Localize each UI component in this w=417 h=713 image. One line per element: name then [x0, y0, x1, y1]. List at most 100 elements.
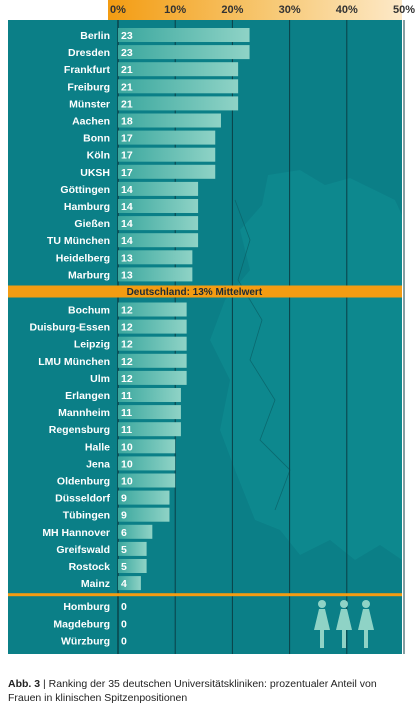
bar [118, 302, 187, 317]
value-label: 0 [121, 601, 127, 613]
category-label: Frankfurt [64, 64, 111, 76]
category-label: Münster [69, 98, 110, 110]
category-label: Göttingen [60, 184, 110, 196]
mean-label: Deutschland: 13% Mittelwert [127, 287, 263, 298]
value-label: 13 [121, 252, 133, 264]
category-label: Erlangen [65, 390, 110, 402]
value-label: 21 [121, 81, 133, 93]
category-label: Greifswald [56, 544, 110, 556]
category-label: Duisburg-Essen [29, 322, 110, 334]
bar [118, 559, 147, 573]
bar [118, 267, 193, 282]
bar [118, 96, 239, 111]
category-label: UKSH [80, 167, 110, 179]
value-label: 0 [121, 635, 127, 647]
value-label: 9 [121, 493, 127, 505]
category-label: LMU München [38, 356, 110, 368]
caption-text: | Ranking der 35 deutschen Universitätsk… [8, 678, 377, 704]
separator-bottom [8, 593, 402, 597]
bar [118, 250, 193, 265]
category-label: Heidelberg [56, 252, 110, 264]
category-label: Dresden [68, 47, 110, 59]
value-label: 12 [121, 356, 133, 368]
bar [118, 147, 216, 162]
category-label: Berlin [80, 30, 110, 42]
category-labels: Berlin 23 Dresden 23 Frankfurt 21 Freiburg 21 Mü… [29, 30, 132, 647]
value-label: 10 [121, 441, 133, 453]
value-label: 6 [121, 527, 127, 539]
bar [118, 130, 216, 145]
value-label: 12 [121, 373, 133, 385]
value-label: 14 [121, 184, 133, 196]
bar [118, 79, 239, 94]
value-label: 11 [121, 424, 132, 436]
bar [118, 164, 216, 179]
category-label: Hamburg [64, 201, 110, 213]
bar [118, 507, 170, 522]
figure-caption: Abb. 3 | Ranking der 35 deutschen Univer… [8, 677, 408, 705]
category-label: Düsseldorf [55, 493, 110, 505]
bar [118, 28, 250, 42]
category-label: Ulm [90, 373, 110, 385]
category-label: Magdeburg [53, 618, 110, 630]
value-label: 23 [121, 30, 133, 42]
category-label: Jena [86, 458, 110, 470]
bar [118, 113, 221, 128]
value-label: 14 [121, 218, 133, 230]
value-label: 23 [121, 47, 133, 59]
value-label: 21 [121, 64, 133, 76]
mean-line-group: Deutschland: 13% Mittelwert [8, 285, 402, 298]
category-label: Marburg [68, 269, 110, 281]
value-label: 17 [121, 133, 133, 145]
value-label: 21 [121, 98, 133, 110]
bar [118, 388, 181, 402]
value-label: 11 [121, 390, 132, 402]
value-label: 10 [121, 458, 133, 470]
bar-series [118, 28, 250, 591]
value-label: 0 [121, 618, 127, 630]
value-label: 14 [121, 235, 133, 247]
category-label: Halle [85, 441, 110, 453]
value-label: 5 [121, 544, 127, 556]
axis-band [108, 0, 402, 20]
bar [118, 319, 187, 334]
category-label: Homburg [63, 601, 110, 613]
value-label: 5 [121, 561, 127, 573]
value-label: 12 [121, 322, 133, 334]
category-label: Tübingen [63, 510, 110, 522]
category-label: Oldenburg [57, 476, 110, 488]
bar [118, 199, 199, 213]
bar [118, 62, 239, 77]
bar [118, 233, 199, 248]
value-label: 17 [121, 150, 133, 162]
value-label: 10 [121, 476, 133, 488]
category-label: Mannheim [58, 407, 110, 419]
caption-label: Abb. 3 [8, 678, 41, 690]
category-label: Würzburg [61, 635, 110, 647]
bar [118, 353, 187, 368]
ranking-chart: 0% 10% 20% 30% 40% 50% Berlin 23 Dresden 23 Frank… [8, 0, 415, 654]
map-border-line [234, 199, 291, 511]
value-label: 17 [121, 167, 133, 179]
category-label: TU München [47, 235, 110, 247]
category-label: Köln [87, 150, 110, 162]
bar [118, 336, 187, 351]
value-label: 14 [121, 201, 133, 213]
bar [118, 541, 147, 556]
x-tick-label: 50% [393, 4, 415, 16]
x-tick-label: 10% [164, 4, 186, 16]
x-tick-label: 30% [279, 4, 301, 16]
female-figures-icon [314, 600, 374, 648]
bar [118, 456, 176, 471]
bar [118, 45, 250, 60]
bar [118, 576, 141, 591]
value-label: 9 [121, 510, 127, 522]
category-label: Bonn [83, 133, 110, 145]
bar [118, 422, 181, 437]
value-label: 11 [121, 407, 132, 419]
bar [118, 181, 199, 196]
bar [118, 473, 176, 488]
value-label: 13 [121, 269, 133, 281]
map-silhouette [210, 170, 402, 560]
mean-band [8, 285, 402, 298]
